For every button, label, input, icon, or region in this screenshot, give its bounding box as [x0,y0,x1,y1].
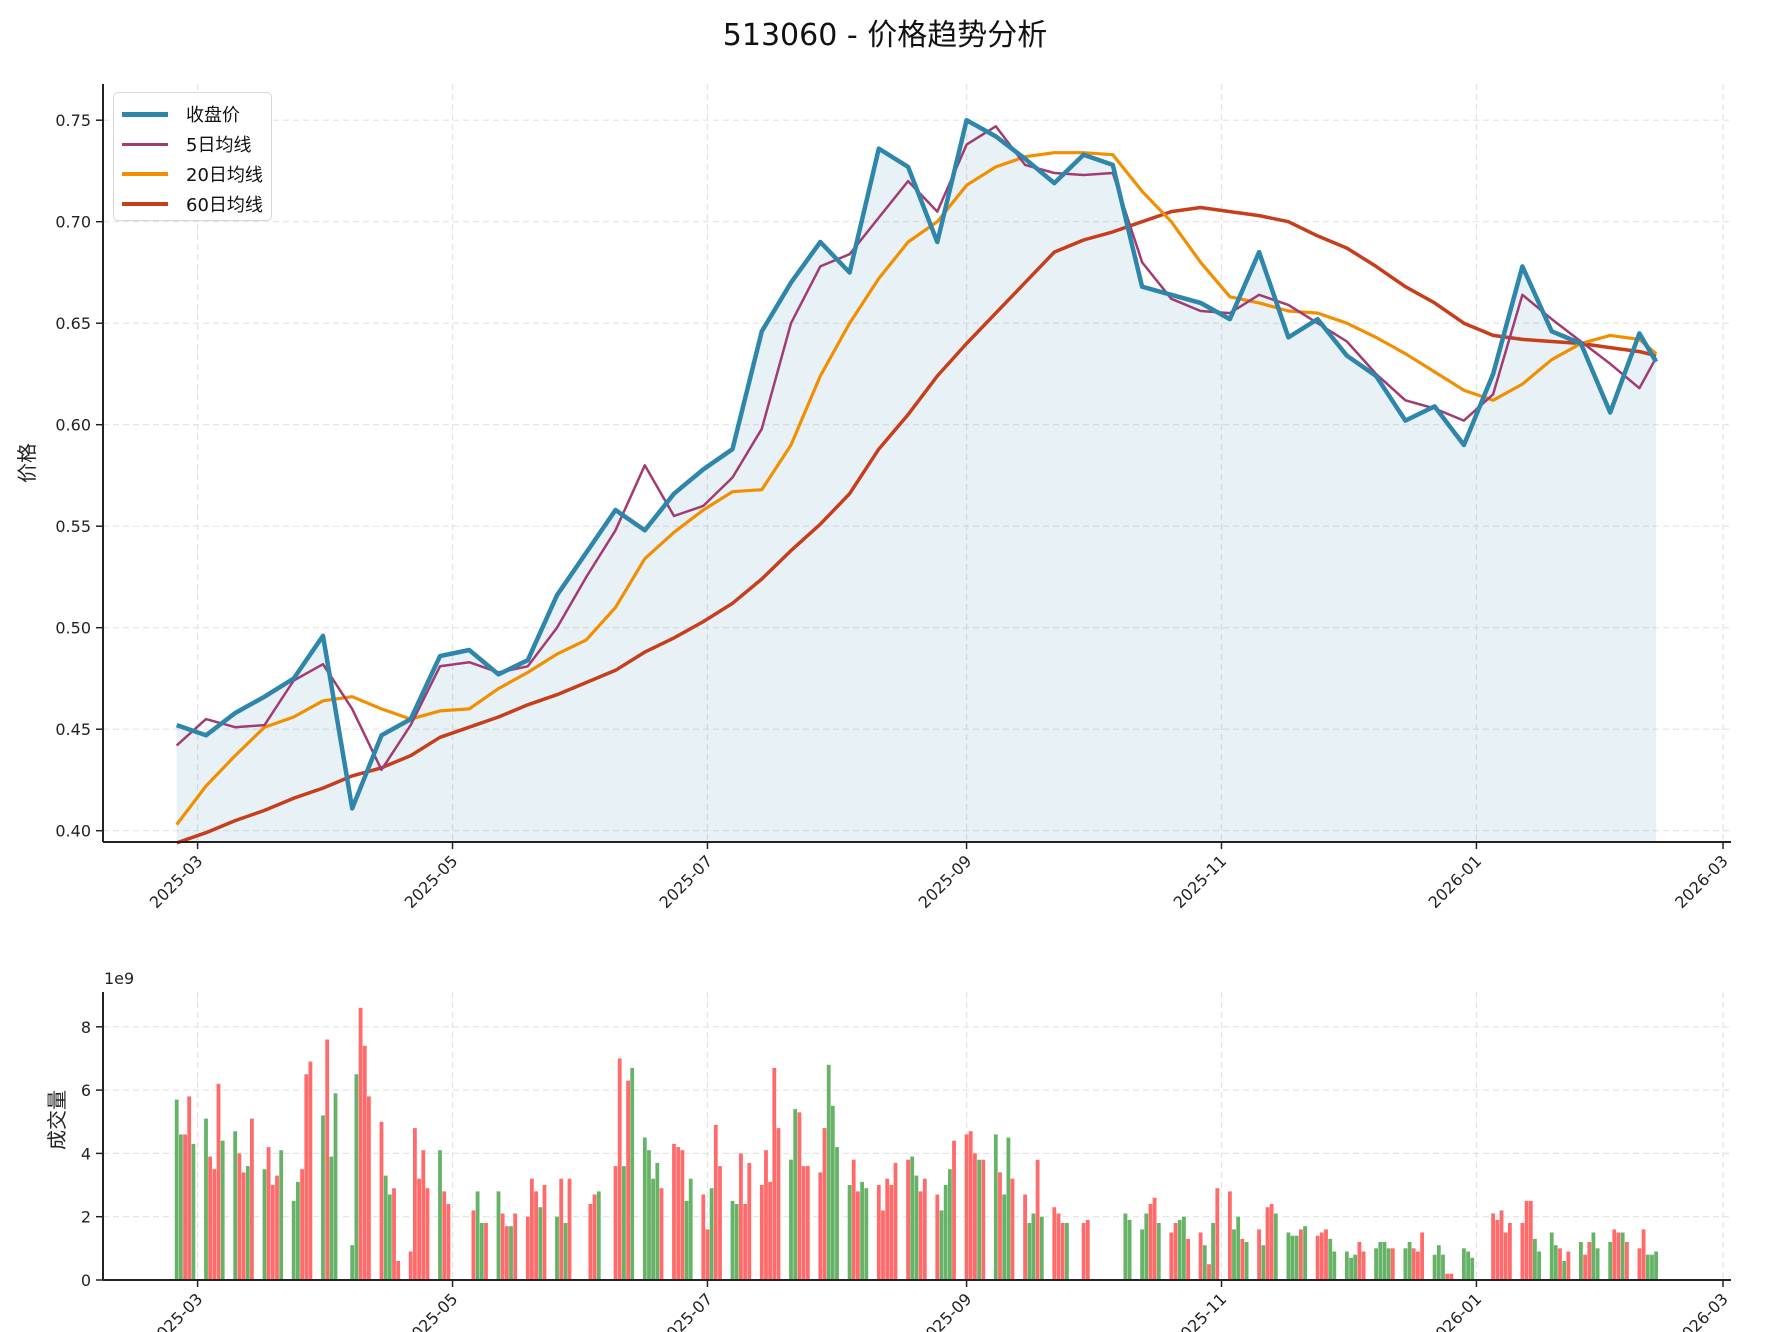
volume-bars [174,1007,1658,1281]
svg-text:2025-09: 2025-09 [915,1289,976,1332]
legend-label: 60日均线 [186,195,263,216]
svg-text:成交量: 成交量 [45,1090,69,1150]
chart-title: 513060 - 价格趋势分析 [722,18,1048,53]
chart-legend: 收盘价 5日均线 20日均线 60日均线 [113,92,272,221]
svg-text:价格: 价格 [15,443,39,483]
price-series-lines [175,117,1659,845]
legend-label: 5日均线 [186,135,252,156]
legend-label: 20日均线 [186,165,263,186]
svg-text:0.55: 0.55 [55,517,91,536]
svg-text:2025-11: 2025-11 [1170,851,1231,912]
svg-text:2025-07: 2025-07 [656,1289,717,1332]
legend-label: 收盘价 [186,105,240,126]
legend-swatch-ma5 [122,142,168,146]
legend-item-close: 收盘价 [114,99,271,129]
legend-item-ma20: 20日均线 [114,159,271,189]
legend-swatch-close [122,111,168,117]
svg-text:0.65: 0.65 [55,314,91,333]
price-gridlines [103,84,1731,842]
svg-text:8: 8 [81,1018,91,1037]
svg-text:0.45: 0.45 [55,720,91,739]
legend-swatch-ma60 [122,202,168,206]
svg-text:0: 0 [81,1271,91,1290]
svg-text:0.40: 0.40 [55,822,91,841]
close-price-area-fill [176,120,1657,842]
svg-text:2: 2 [81,1208,91,1227]
svg-text:2025-09: 2025-09 [915,851,976,912]
legend-swatch-ma20 [122,172,168,176]
svg-text:2026-03: 2026-03 [1671,851,1732,912]
svg-text:2025-07: 2025-07 [656,851,717,912]
svg-text:2025-11: 2025-11 [1170,1289,1231,1332]
svg-text:2025-03: 2025-03 [146,851,207,912]
svg-text:2026-01: 2026-01 [1425,1289,1486,1332]
svg-text:2025-05: 2025-05 [401,851,462,912]
svg-text:0.75: 0.75 [55,111,91,130]
svg-text:0.70: 0.70 [55,213,91,232]
legend-item-ma60: 60日均线 [114,189,271,219]
svg-text:2026-03: 2026-03 [1671,1289,1732,1332]
svg-text:2025-05: 2025-05 [401,1289,462,1332]
svg-text:1e9: 1e9 [104,969,134,988]
svg-text:2026-01: 2026-01 [1425,851,1486,912]
svg-text:6: 6 [81,1081,91,1100]
svg-text:4: 4 [81,1144,91,1163]
svg-text:0.50: 0.50 [55,619,91,638]
svg-text:2025-03: 2025-03 [146,1289,207,1332]
legend-item-ma5: 5日均线 [114,129,271,159]
svg-text:0.60: 0.60 [55,416,91,435]
